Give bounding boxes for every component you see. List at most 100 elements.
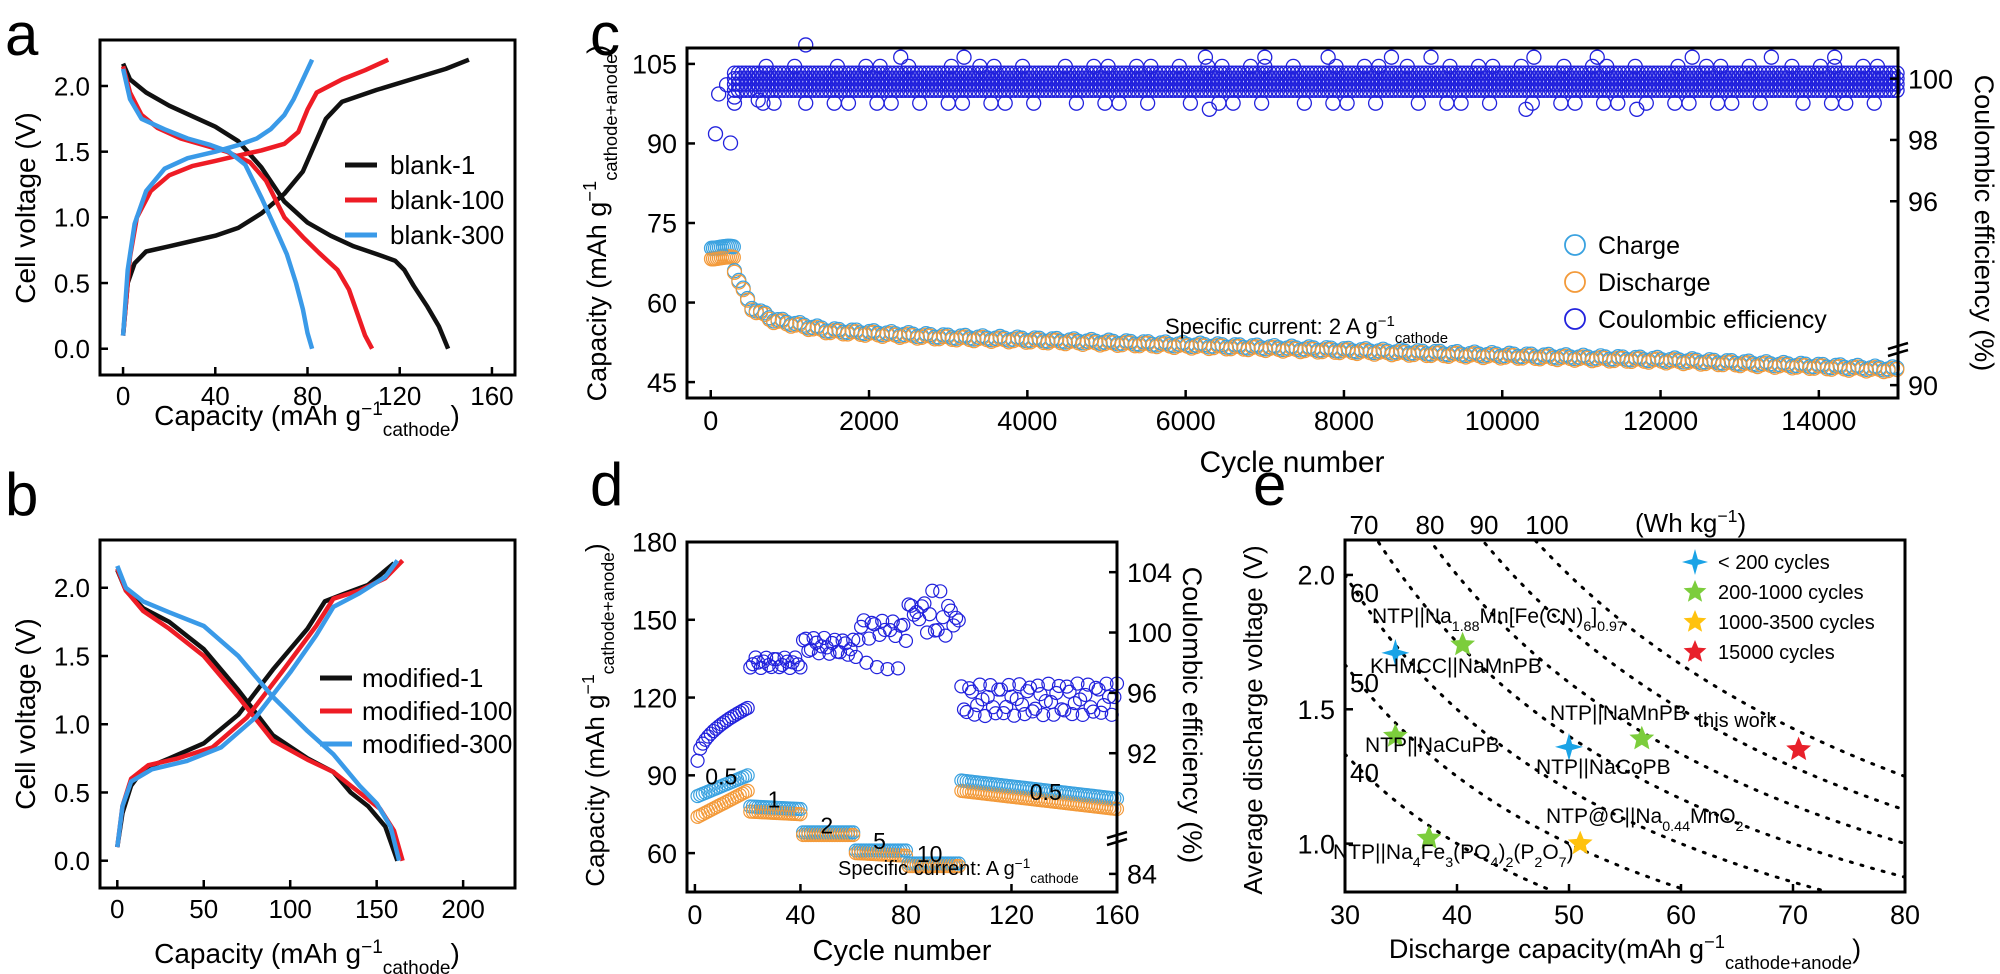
ce-point	[814, 82, 830, 98]
ce-point	[919, 625, 935, 640]
ce-point	[1771, 82, 1787, 98]
ce-point	[1038, 693, 1053, 709]
ce-point	[1775, 82, 1791, 98]
discharge-point	[793, 807, 808, 822]
ce-point	[1391, 82, 1408, 98]
ce-point	[1273, 82, 1290, 98]
panel-d-y2label: Coulombic efficiency (%)	[1177, 567, 1207, 864]
ce-point	[864, 615, 879, 630]
ce-point	[1038, 82, 1054, 98]
ce-point	[1741, 82, 1757, 98]
ce-point	[1794, 82, 1810, 98]
discharge-point	[1514, 350, 1531, 366]
ce-point	[985, 82, 1001, 98]
panel-b-ytick-label: 0.0	[54, 846, 90, 876]
ce-point	[1475, 82, 1491, 98]
axis-break	[1887, 348, 1909, 358]
panel-b-ytick-label: 1.5	[54, 641, 90, 671]
panel-e-xtick-label: 30	[1330, 900, 1360, 930]
ce-point	[1349, 82, 1366, 98]
ce-point	[1657, 82, 1673, 98]
ce-point	[1007, 708, 1022, 723]
ce-point	[753, 82, 769, 98]
panel-b: 0 50 100 150 2000.00.51.01.52.0modified-1mod…	[10, 538, 517, 974]
panel-letter-d: d	[590, 451, 623, 518]
ce-point	[1752, 82, 1768, 98]
panel-b-xtick-label: 50	[189, 894, 218, 924]
ce-point	[1482, 82, 1499, 98]
ce-point	[1030, 678, 1045, 693]
ce-point	[1532, 82, 1548, 98]
ce-point	[848, 82, 864, 98]
ce-point	[922, 607, 937, 622]
ce-point	[1832, 82, 1848, 98]
discharge-point	[1131, 338, 1147, 354]
ce-point	[843, 642, 858, 657]
panel-a-ytick-label: 2.0	[54, 71, 90, 101]
ce-point	[791, 82, 807, 98]
label-ntpc-namno2: NTP@C||Na0.44MnO2	[1546, 805, 1744, 835]
ce-point	[1068, 95, 1085, 111]
ce-point	[814, 639, 829, 654]
discharge-point	[1423, 347, 1439, 364]
ce-point	[1802, 82, 1818, 98]
energy-isoline-100	[1533, 539, 1907, 778]
ce-point	[948, 610, 964, 625]
ce-point	[1094, 705, 1109, 720]
ce-markers	[707, 37, 1905, 151]
ce-point	[977, 708, 993, 724]
panel-d-xtick-label: 40	[785, 900, 815, 930]
ce-point	[1786, 82, 1803, 98]
discharge-point	[1715, 357, 1731, 373]
ce-point	[1494, 82, 1510, 98]
ce-point	[1437, 82, 1453, 98]
discharge-point	[739, 292, 756, 308]
data-point-this work	[1786, 736, 1811, 761]
ce-point	[906, 607, 921, 622]
panel-b-ytick-label: 2.0	[54, 573, 90, 603]
ce-point	[1439, 95, 1455, 111]
discharge-point	[846, 827, 861, 843]
panel-e-xtick-label: 80	[1890, 900, 1920, 930]
ce-point	[973, 82, 990, 98]
panel-a-ytick-label: 1.5	[54, 137, 90, 167]
ce-point	[1509, 82, 1525, 98]
ce-point	[1688, 82, 1704, 98]
panel-d-xtick-label: 0	[687, 900, 702, 930]
ce-point	[1235, 82, 1252, 98]
ce-point	[1399, 82, 1415, 98]
discharge-point	[726, 264, 743, 280]
series-blank-300-charge	[120, 58, 315, 336]
series-blank-1-discharge	[121, 62, 451, 350]
ce-point	[1589, 82, 1605, 98]
ce-point	[793, 660, 808, 675]
ce-point	[703, 726, 718, 741]
ce-point	[1646, 82, 1662, 98]
panel-b-ytick-label: 0.5	[54, 778, 90, 808]
panel-c-ytick-label: 105	[632, 50, 677, 80]
ce-point	[833, 82, 849, 98]
panel-c-y2tick-label: 100	[1908, 64, 1953, 94]
panel-d: 0 40 80 120 160 60 90 120 150 180 84 92 96 100 104 0.5 1…	[578, 528, 1207, 967]
ce-point	[722, 135, 739, 151]
ce-point	[1380, 82, 1396, 98]
ce-point	[1665, 82, 1681, 98]
series-blank-300-discharge	[120, 68, 315, 350]
ce-point	[1729, 82, 1746, 98]
panel-c-xtick-label: 0	[703, 406, 718, 436]
ce-point	[1518, 101, 1534, 117]
ce-point	[1418, 82, 1434, 98]
ce-point	[1722, 82, 1738, 98]
discharge-point	[951, 858, 966, 874]
ce-point	[1353, 82, 1370, 98]
ce-point	[1737, 82, 1753, 98]
ce-point	[1001, 677, 1016, 693]
ce-point	[1555, 82, 1571, 98]
ce-point	[1346, 82, 1362, 98]
ce-point	[787, 82, 803, 98]
ce-point	[1452, 82, 1468, 98]
ce-point	[1619, 82, 1635, 98]
ce-point	[1589, 49, 1605, 65]
ce-point	[772, 82, 788, 98]
panel-d-ytick-label: 60	[647, 839, 677, 869]
